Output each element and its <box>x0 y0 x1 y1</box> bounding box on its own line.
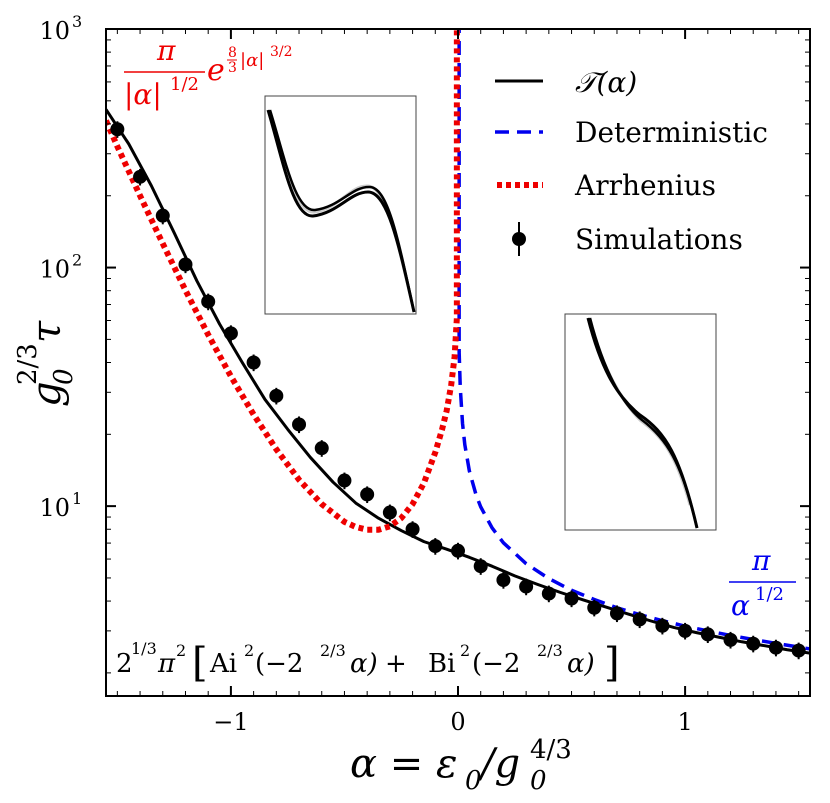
simulation-point <box>155 208 170 223</box>
deterministic-den-exp: 1/2 <box>755 584 784 605</box>
inset-right-curve-2 <box>588 317 699 529</box>
exact-prefix: 2 <box>116 649 133 679</box>
x-axis-label-slash: /g <box>477 741 520 787</box>
y-tick-exponent: 3 <box>72 12 82 31</box>
simulation-point <box>723 632 738 647</box>
legend-label-tau: 𝒯(α) <box>575 66 637 99</box>
simulation-point <box>700 627 715 642</box>
x-axis-label-sup: 4/3 <box>530 735 572 765</box>
arrhenius-e: e <box>207 53 225 88</box>
simulation-point <box>587 600 602 615</box>
arrhenius-formula: π |α| 1/2 e 8 3 |α| 3/2 <box>124 34 293 111</box>
arrhenius-exp-tail-pow: 3/2 <box>270 44 293 60</box>
exact-bi-exp: 2 <box>460 641 470 660</box>
deterministic-formula: π α 1/2 <box>729 544 796 622</box>
legend-label-deterministic: Deterministic <box>575 116 768 149</box>
x-tick-label: −1 <box>213 708 248 736</box>
y-axis-label-sub: 0 <box>49 368 79 385</box>
simulation-point <box>496 573 511 588</box>
simulation-point <box>178 257 193 272</box>
exact-arg1-tail: α) <box>350 649 378 679</box>
simulation-point <box>746 636 761 651</box>
simulation-point <box>609 606 624 621</box>
exact-ai: Ai <box>209 649 237 679</box>
simulation-point <box>360 487 375 502</box>
simulation-point <box>541 586 556 601</box>
exact-prefix-exp: 1/3 <box>131 639 157 658</box>
exact-ai-exp: 2 <box>244 641 254 660</box>
simulation-point <box>269 388 284 403</box>
exact-arg2: (−2 <box>472 649 520 679</box>
exact-arg1: (−2 <box>255 649 303 679</box>
x-axis-label: α = ε 0 /g 0 4/3 <box>350 735 572 796</box>
simulation-point <box>451 543 465 558</box>
x-axis-label-main: α = ε <box>350 741 457 787</box>
exact-lb: [ <box>192 640 208 686</box>
simulation-point <box>246 355 261 370</box>
simulation-point <box>428 539 443 554</box>
simulation-point <box>110 122 125 137</box>
simulation-point <box>201 294 216 309</box>
exact-plus: + <box>385 649 407 679</box>
legend-label-simulations: Simulations <box>575 223 743 256</box>
legend-swatch-simulations-marker <box>512 232 526 246</box>
x-axis-label-sub: 0 <box>465 766 482 796</box>
y-tick-label: 10 <box>39 17 70 45</box>
exact-pi-exp: 2 <box>176 641 186 660</box>
exact-arg2-tail: α) <box>567 649 595 679</box>
y-axis-label-sup: 2/3 <box>13 343 43 385</box>
simulation-point <box>655 618 670 633</box>
exact-arg1-exp: 2/3 <box>320 641 346 660</box>
simulation-point <box>564 591 579 606</box>
simulation-point <box>632 612 647 627</box>
x-tick-label: 1 <box>677 708 692 736</box>
series-layer <box>106 29 810 660</box>
simulation-point <box>678 623 693 638</box>
y-tick-exponent: 2 <box>72 251 82 270</box>
y-axis-label-tau: τ <box>24 320 70 343</box>
arrhenius-exp-den: 3 <box>228 60 237 76</box>
simulation-point <box>791 643 806 658</box>
y-tick-label: 10 <box>39 256 70 284</box>
simulation-point <box>314 441 329 456</box>
exact-formula: 2 1/3 π 2 [ Ai 2 (−2 2/3 α) + Bi 2 (−2 2… <box>116 639 620 686</box>
exact-bi: Bi <box>428 649 455 679</box>
deterministic-den: α <box>731 589 750 622</box>
y-tick-exponent: 1 <box>72 489 82 508</box>
simulation-point <box>292 417 307 432</box>
simulation-point <box>223 326 238 341</box>
simulation-point <box>473 559 488 574</box>
simulation-point <box>133 169 148 184</box>
simulation-point <box>382 505 397 520</box>
inset-potential-right <box>564 313 717 531</box>
legend-label-arrhenius: Arrhenius <box>574 169 716 202</box>
arrhenius-exp-num: 8 <box>228 45 237 61</box>
exact-arg2-exp: 2/3 <box>537 641 563 660</box>
arrhenius-num: π <box>156 34 176 67</box>
arrhenius-exp-tail: |α| <box>240 50 264 71</box>
simulation-point <box>405 522 420 537</box>
y-tick-label: 10 <box>39 494 70 522</box>
series-line-deterministic <box>457 29 810 651</box>
y-axis-label-g: g <box>24 381 70 407</box>
simulation-point <box>337 473 352 488</box>
inset-potential-left <box>264 95 417 315</box>
arrhenius-den-exp: 1/2 <box>170 74 199 95</box>
exact-pi: π <box>157 649 176 679</box>
deterministic-num: π <box>751 544 771 577</box>
exact-rb: ] <box>604 640 620 686</box>
simulation-point <box>519 579 534 594</box>
x-axis-label-sub2: 0 <box>530 766 547 796</box>
inset-left-curve-2 <box>268 109 416 313</box>
simulation-point <box>768 640 783 655</box>
arrhenius-den: |α| <box>124 78 162 111</box>
x-tick-label: 0 <box>450 708 465 736</box>
legend: 𝒯(α) Deterministic Arrhenius Simulations <box>495 66 768 256</box>
y-axis-label: g 0 2/3 τ <box>13 320 79 407</box>
series-line-arrhenius <box>106 29 460 533</box>
